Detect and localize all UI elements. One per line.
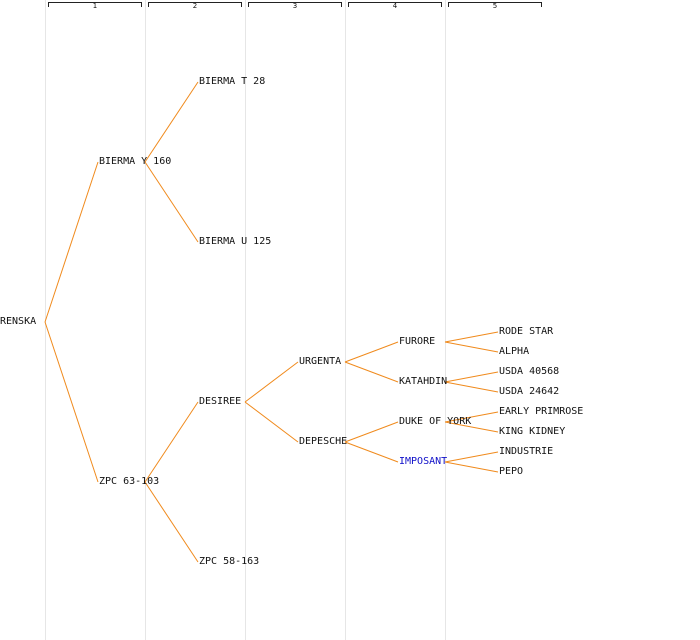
generation-label: 5 <box>492 2 498 10</box>
generation-header-1: 1 <box>48 0 142 12</box>
generation-label: 2 <box>192 2 198 10</box>
link-line <box>344 361 399 383</box>
node-gen5[interactable]: USDA 24642 <box>499 386 560 397</box>
link-line <box>44 321 99 483</box>
link-line <box>344 421 399 443</box>
column-line <box>145 0 146 640</box>
node-gen5[interactable]: KING KIDNEY <box>499 426 566 437</box>
node-gen3[interactable]: URGENTA <box>299 356 342 367</box>
link-line <box>144 401 199 483</box>
column-line <box>445 0 446 640</box>
link-line <box>144 481 199 563</box>
node-grandparent[interactable]: BIERMA U 125 <box>199 236 272 247</box>
generation-header-5: 5 <box>448 0 542 12</box>
link-line <box>444 451 499 463</box>
link-line <box>344 441 399 463</box>
generation-bracket <box>248 2 342 7</box>
link-line <box>444 411 499 423</box>
link-line <box>444 461 499 473</box>
generation-header-4: 4 <box>348 0 442 12</box>
link-line <box>444 331 499 343</box>
link-line <box>144 161 199 243</box>
node-gen5[interactable]: EARLY PRIMROSE <box>499 406 584 417</box>
generation-bracket <box>48 2 142 7</box>
node-gen5[interactable]: PEPO <box>499 466 524 477</box>
generation-label: 4 <box>392 2 398 10</box>
generation-bracket <box>148 2 242 7</box>
link-line <box>144 81 199 163</box>
node-gen4[interactable]: KATAHDIN <box>399 376 448 387</box>
generation-bracket <box>448 2 542 7</box>
link-line <box>444 381 499 393</box>
link-line <box>44 161 99 323</box>
link-line <box>444 341 499 353</box>
node-gen5[interactable]: INDUSTRIE <box>499 446 554 457</box>
node-gen5[interactable]: RODE STAR <box>499 326 554 337</box>
node-gen3[interactable]: DEPESCHE <box>299 436 348 447</box>
node-gen4[interactable]: DUKE OF YORK <box>399 416 472 427</box>
generation-bracket <box>348 2 442 7</box>
column-line <box>345 0 346 640</box>
link-line <box>444 421 499 433</box>
node-root[interactable]: RENSKA <box>0 316 37 327</box>
generation-header-2: 2 <box>148 0 242 12</box>
node-grandparent[interactable]: ZPC 58-163 <box>199 556 260 567</box>
link-line <box>244 361 299 403</box>
node-parent[interactable]: BIERMA Y 160 <box>99 156 172 167</box>
link-line <box>344 341 399 363</box>
node-gen5[interactable]: ALPHA <box>499 346 530 357</box>
node-grandparent[interactable]: BIERMA T 28 <box>199 76 266 87</box>
node-parent[interactable]: ZPC 63-103 <box>99 476 160 487</box>
generation-header-3: 3 <box>248 0 342 12</box>
link-line <box>444 371 499 383</box>
generation-label: 3 <box>292 2 298 10</box>
node-gen4[interactable]: FURORE <box>399 336 436 347</box>
column-line <box>245 0 246 640</box>
node-gen5[interactable]: USDA 40568 <box>499 366 560 377</box>
generation-label: 1 <box>92 2 98 10</box>
node-grandparent[interactable]: DESIREE <box>199 396 242 407</box>
link-line <box>244 401 299 443</box>
node-gen4-highlighted[interactable]: IMPOSANT <box>399 456 448 467</box>
